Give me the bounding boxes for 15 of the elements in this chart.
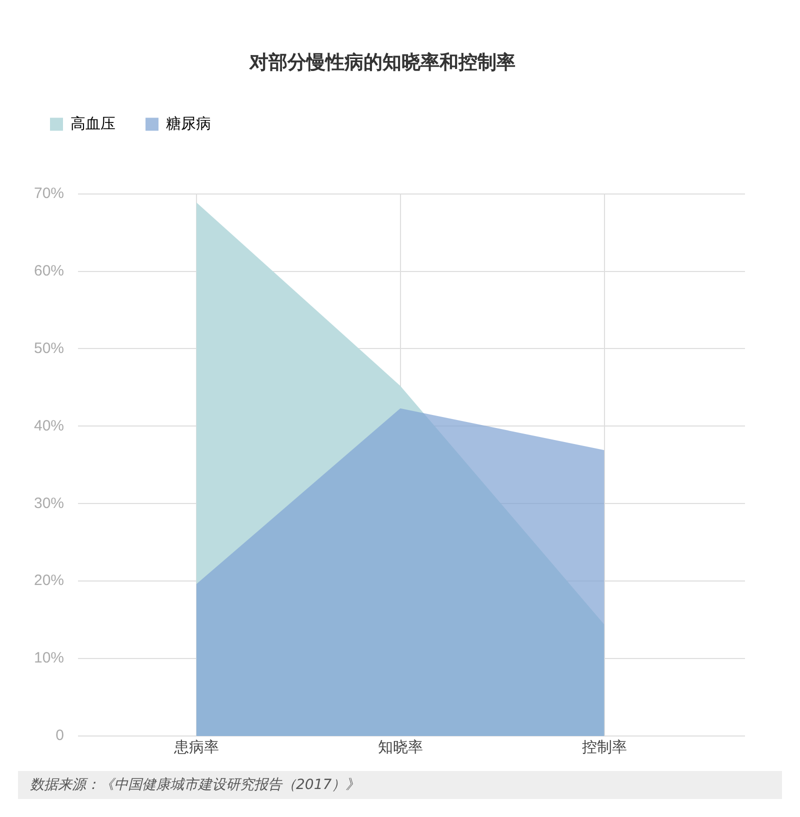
y-tick-label: 30% xyxy=(34,494,64,512)
x-tick-label: 知晓率 xyxy=(378,739,423,756)
y-tick-label: 60% xyxy=(34,262,64,280)
y-tick-label: 40% xyxy=(34,417,64,434)
y-tick-label: 70% xyxy=(34,184,64,202)
x-tick-label: 患病率 xyxy=(172,739,219,756)
y-tick-label: 0 xyxy=(56,727,64,744)
y-tick-label: 20% xyxy=(34,572,64,590)
source-note: 数据来源：《中国健康城市建设研究报告（2017）》 xyxy=(18,771,782,799)
y-tick-label: 10% xyxy=(34,650,64,667)
legend-label: 糖尿病 xyxy=(166,115,211,132)
legend-label: 高血压 xyxy=(70,115,116,132)
x-tick-label: 控制率 xyxy=(582,739,627,756)
y-tick-label: 50% xyxy=(34,340,64,357)
chart-title: 对部分慢性病的知晓率和控制率 xyxy=(248,52,516,74)
